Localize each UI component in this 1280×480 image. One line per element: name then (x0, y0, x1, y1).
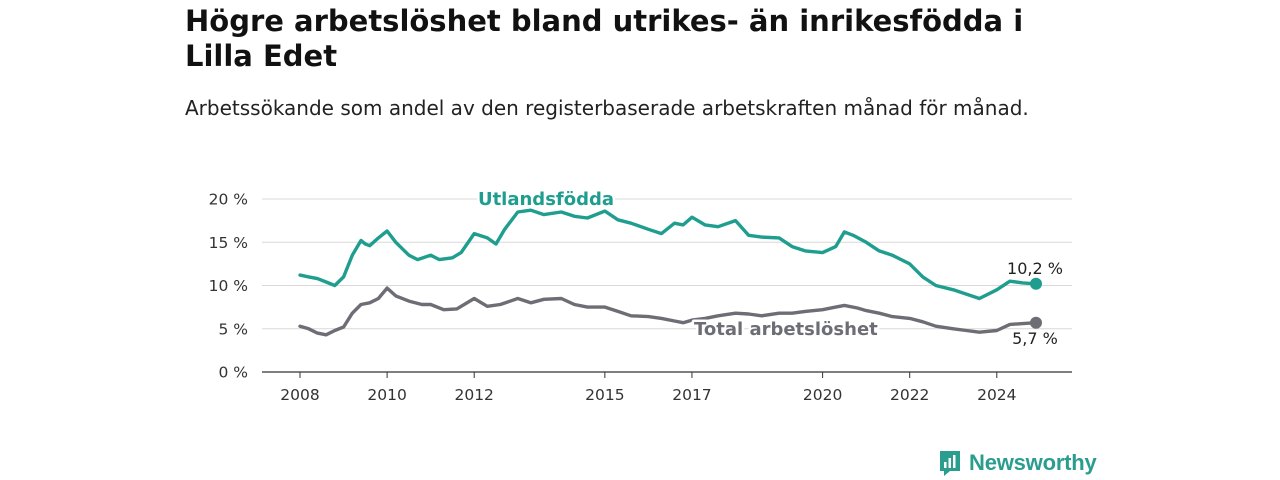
series-line-utlandsfodda (298, 208, 1038, 301)
chart-title: Högre arbetslöshet bland utrikes- än inr… (185, 4, 1024, 73)
y-tick-label: 15 % (209, 234, 248, 252)
series-line-total (298, 286, 1038, 337)
end-value-utlandsfodda-halo: 10,2 % (1007, 259, 1063, 278)
x-tick-label: 2017 (672, 386, 711, 404)
chart-subtitle: Arbetssökande som andel av den registerb… (185, 96, 1029, 120)
brand-name: Newsworthy (969, 450, 1097, 475)
y-tick-label: 20 % (209, 191, 248, 209)
x-tick-label: 2022 (890, 386, 929, 404)
grid-layer (262, 198, 1072, 373)
x-tick-label: 2015 (585, 386, 624, 404)
series-end-marker (1030, 277, 1042, 290)
y-tick-label: 5 % (218, 320, 248, 338)
x-tick-label: 2010 (367, 386, 406, 404)
y-axis: 0 % 5 % 10 % 15 % 20 % (209, 191, 248, 382)
y-tick-label: 10 % (209, 277, 248, 295)
end-value-utlandsfodda: 10,2 % (1007, 259, 1063, 278)
series-end-marker (1030, 316, 1042, 329)
series-label-utlandsfodda: Utlandsfödda (478, 189, 614, 210)
newsworthy-logo-icon (940, 451, 960, 476)
series-layer (298, 208, 1042, 337)
x-tick-label: 2020 (803, 386, 842, 404)
end-value-total: 5,7 % (1012, 329, 1058, 348)
x-tick-label: 2008 (280, 386, 319, 404)
series-label-total-halo: Total arbetslöshet (694, 319, 878, 340)
x-tick-label: 2024 (977, 386, 1016, 404)
y-tick-label: 0 % (218, 364, 248, 382)
end-value-total-halo: 5,7 % (1012, 329, 1058, 348)
x-axis: 2008 2010 2012 2015 2017 2020 2022 2024 (280, 372, 1017, 404)
x-tick-label: 2012 (454, 386, 493, 404)
series-label-total: Total arbetslöshet (694, 319, 878, 340)
newsworthy-logo: Newsworthy (938, 448, 1097, 478)
series-label-utlandsfodda-halo: Utlandsfödda (478, 189, 614, 210)
